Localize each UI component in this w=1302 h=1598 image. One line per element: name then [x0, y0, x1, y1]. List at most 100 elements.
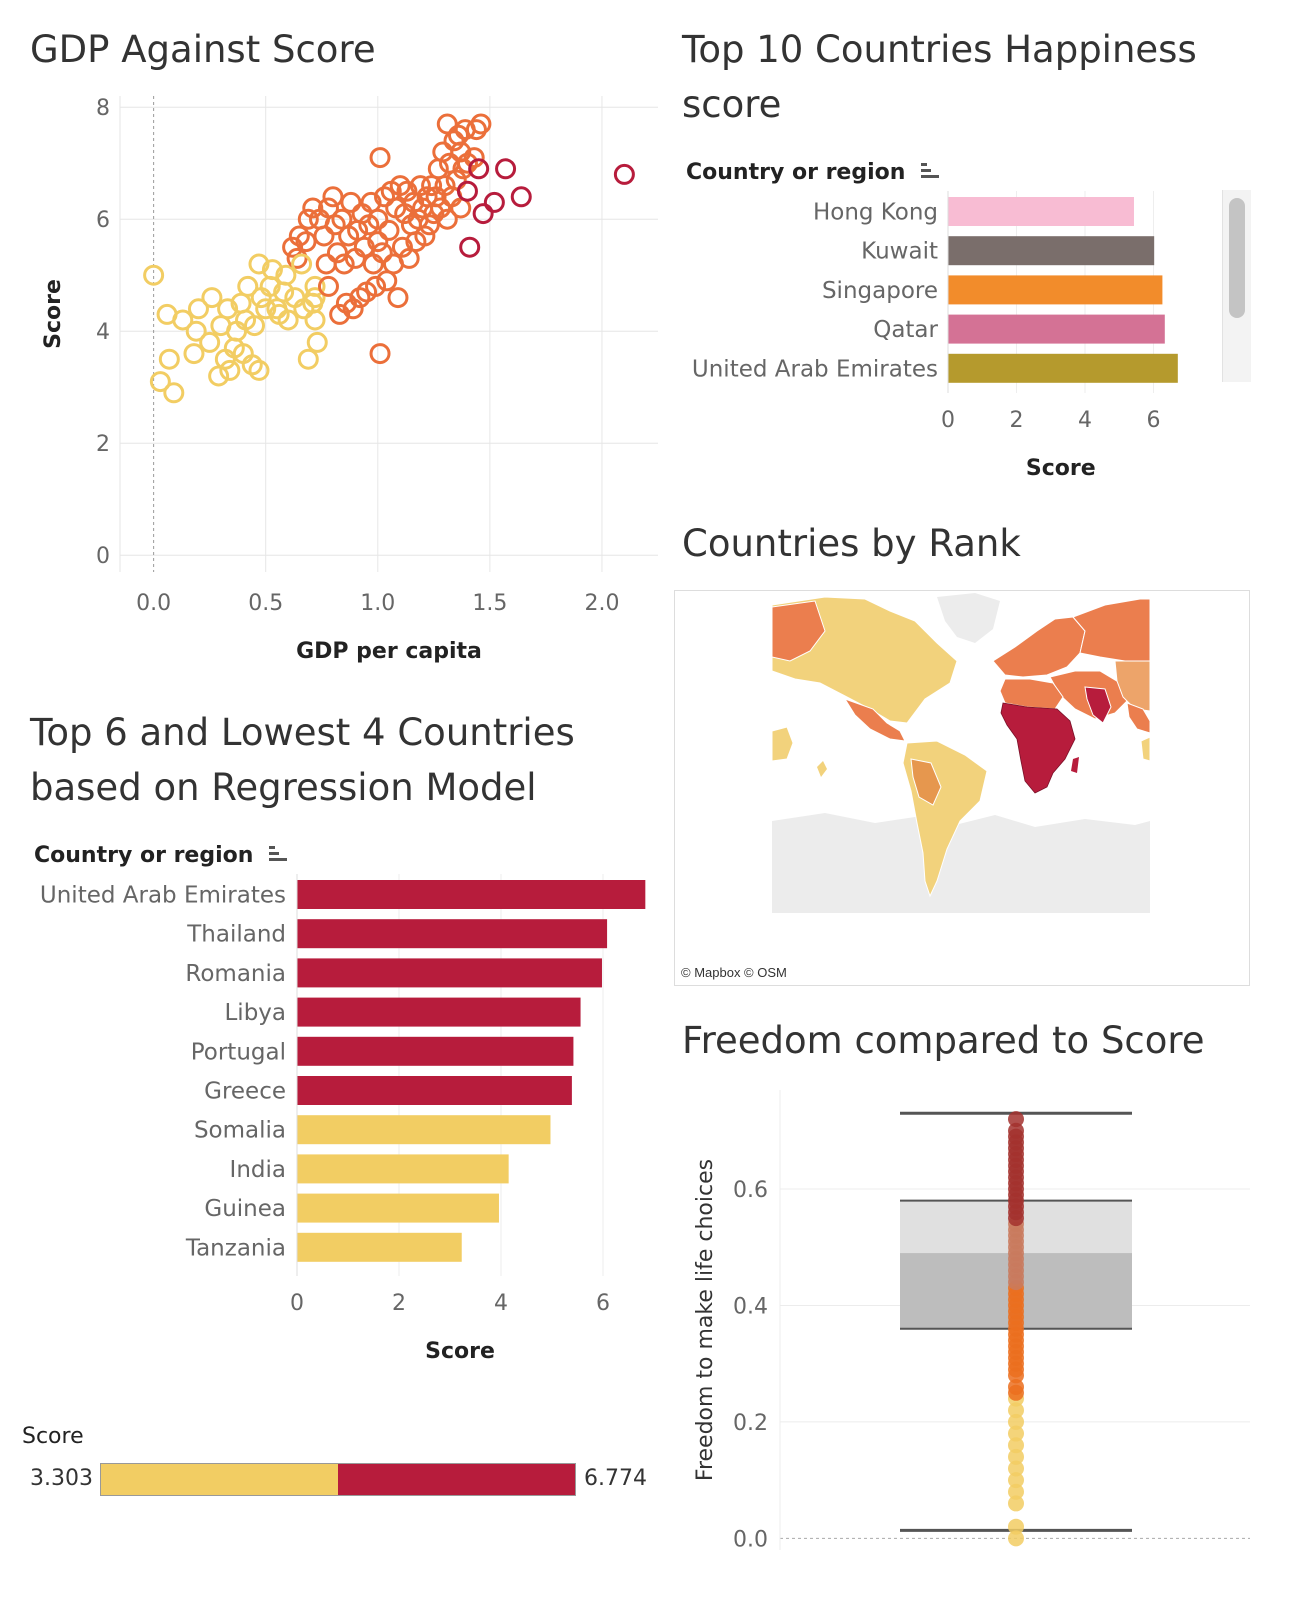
scatter-point [495, 158, 517, 180]
scatter-point [353, 236, 375, 258]
scatter-point [163, 382, 185, 404]
category-label: Hong Kong [813, 200, 938, 226]
regression-title-line1: Top 6 and Lowest 4 Countries [30, 711, 575, 754]
scatter-point [302, 197, 324, 219]
sort-icon[interactable] [269, 845, 289, 863]
scatter-point [452, 158, 474, 180]
scatter-point [456, 180, 478, 202]
top10-category-header[interactable]: Country or region [686, 160, 941, 185]
map-region-southeast-asia[interactable] [1126, 702, 1151, 734]
scatter-point [333, 253, 355, 275]
scatter-point [149, 371, 171, 393]
bar [948, 197, 1134, 226]
scatter-point [510, 186, 532, 208]
scatter-point [434, 175, 456, 197]
x-tick-label: 0 [290, 1291, 304, 1316]
bar [297, 1076, 572, 1105]
map-region-oceania-east[interactable] [1140, 736, 1151, 762]
top10-bar-chart: 0 2 4 6 Hong Kong Kuwait Singapore Qatar United … [692, 191, 1178, 481]
category-label: India [230, 1157, 286, 1183]
bar [297, 1193, 499, 1223]
map-region-greenland[interactable] [937, 593, 1000, 643]
freedom-title: Freedom compared to Score [682, 1019, 1205, 1062]
scatter-point [396, 180, 418, 202]
scatter-point [297, 208, 319, 230]
y-axis-label: Freedom to make life choices [693, 1159, 718, 1481]
scatter-point [326, 242, 348, 264]
map-region-sub-saharan-africa[interactable] [1000, 702, 1076, 794]
map-panel[interactable]: © Mapbox © OSM [674, 590, 1250, 986]
x-axis-label: Score [1026, 456, 1096, 481]
x-tick-label: 0.5 [248, 591, 283, 616]
scatter-point [201, 287, 223, 309]
y-axis-label: Score [41, 279, 66, 349]
scatter-point [291, 253, 313, 275]
category-label: Guinea [204, 1196, 286, 1222]
map-region-madagascar[interactable] [1071, 757, 1079, 773]
category-label: Thailand [186, 922, 286, 948]
map-region-alaska[interactable] [771, 600, 826, 662]
scatter-point [261, 259, 283, 281]
scatter-point [483, 191, 505, 213]
freedom-point [1008, 1437, 1024, 1454]
world-choropleth-map[interactable] [675, 591, 1249, 985]
category-label: United Arab Emirates [40, 883, 286, 909]
freedom-point [1008, 1425, 1024, 1442]
map-region-australia-west[interactable] [771, 726, 794, 762]
scatter-point [217, 298, 239, 320]
top10-title-line1: Top 10 Countries Happiness [682, 28, 1197, 71]
map-region-antarctica[interactable] [772, 813, 1150, 913]
bar [297, 958, 602, 988]
scatter-point [468, 158, 490, 180]
bar [948, 275, 1163, 305]
top10-scrollbar[interactable] [1222, 190, 1251, 382]
category-label: Romania [185, 961, 286, 987]
y-tick-label: 0.6 [733, 1178, 768, 1203]
score-legend-high-swatch [338, 1464, 575, 1495]
score-legend-gradient[interactable] [100, 1463, 576, 1496]
scatter-point [369, 343, 391, 365]
regression-category-header[interactable]: Country or region [34, 843, 289, 868]
regression-bar-chart: 0 2 4 6 United Arab Emirates Thailand Romania L… [40, 874, 646, 1364]
map-region-india[interactable] [1084, 686, 1112, 724]
scatter-point [172, 309, 194, 331]
freedom-point [1008, 1460, 1024, 1477]
scatter-point [430, 197, 452, 219]
scatter-point [443, 130, 465, 152]
scatter-point [436, 208, 458, 230]
map-region-new-zealand[interactable] [817, 761, 827, 777]
top10-scrollbar-thumb[interactable] [1229, 198, 1245, 318]
scatter-point [340, 191, 362, 213]
scatter-point [248, 359, 270, 381]
freedom-point [1008, 1518, 1024, 1535]
x-tick-label: 6 [1147, 408, 1161, 433]
category-label: Portugal [191, 1039, 286, 1065]
map-attribution: © Mapbox © OSM [681, 965, 787, 980]
scatter-point [365, 275, 387, 297]
x-tick-label: 2 [1010, 408, 1024, 433]
scatter-point [369, 147, 391, 169]
bar [948, 353, 1178, 383]
map-region-mexico[interactable] [843, 698, 906, 742]
scatter-point [445, 169, 467, 191]
x-tick-label: 6 [596, 1291, 610, 1316]
scatter-point [282, 236, 304, 258]
scatter-point [304, 309, 326, 331]
scatter-point [391, 236, 413, 258]
scatter-point [306, 331, 328, 353]
x-tick-label: 2 [392, 1291, 406, 1316]
scatter-point [158, 348, 180, 370]
score-legend-low-swatch [101, 1464, 338, 1495]
y-tick-label: 0.4 [733, 1294, 768, 1319]
score-legend-max: 6.774 [584, 1466, 647, 1491]
scatter-point [409, 175, 431, 197]
scatter-point [342, 298, 364, 320]
x-tick-label: 0 [941, 408, 955, 433]
scatter-point [367, 208, 389, 230]
score-legend-min: 3.303 [30, 1466, 93, 1491]
scatter-point [277, 309, 299, 331]
bar [948, 236, 1155, 266]
map-region-peru-bolivia[interactable] [910, 758, 942, 806]
freedom-point [1008, 1122, 1024, 1139]
sort-icon[interactable] [921, 162, 941, 180]
